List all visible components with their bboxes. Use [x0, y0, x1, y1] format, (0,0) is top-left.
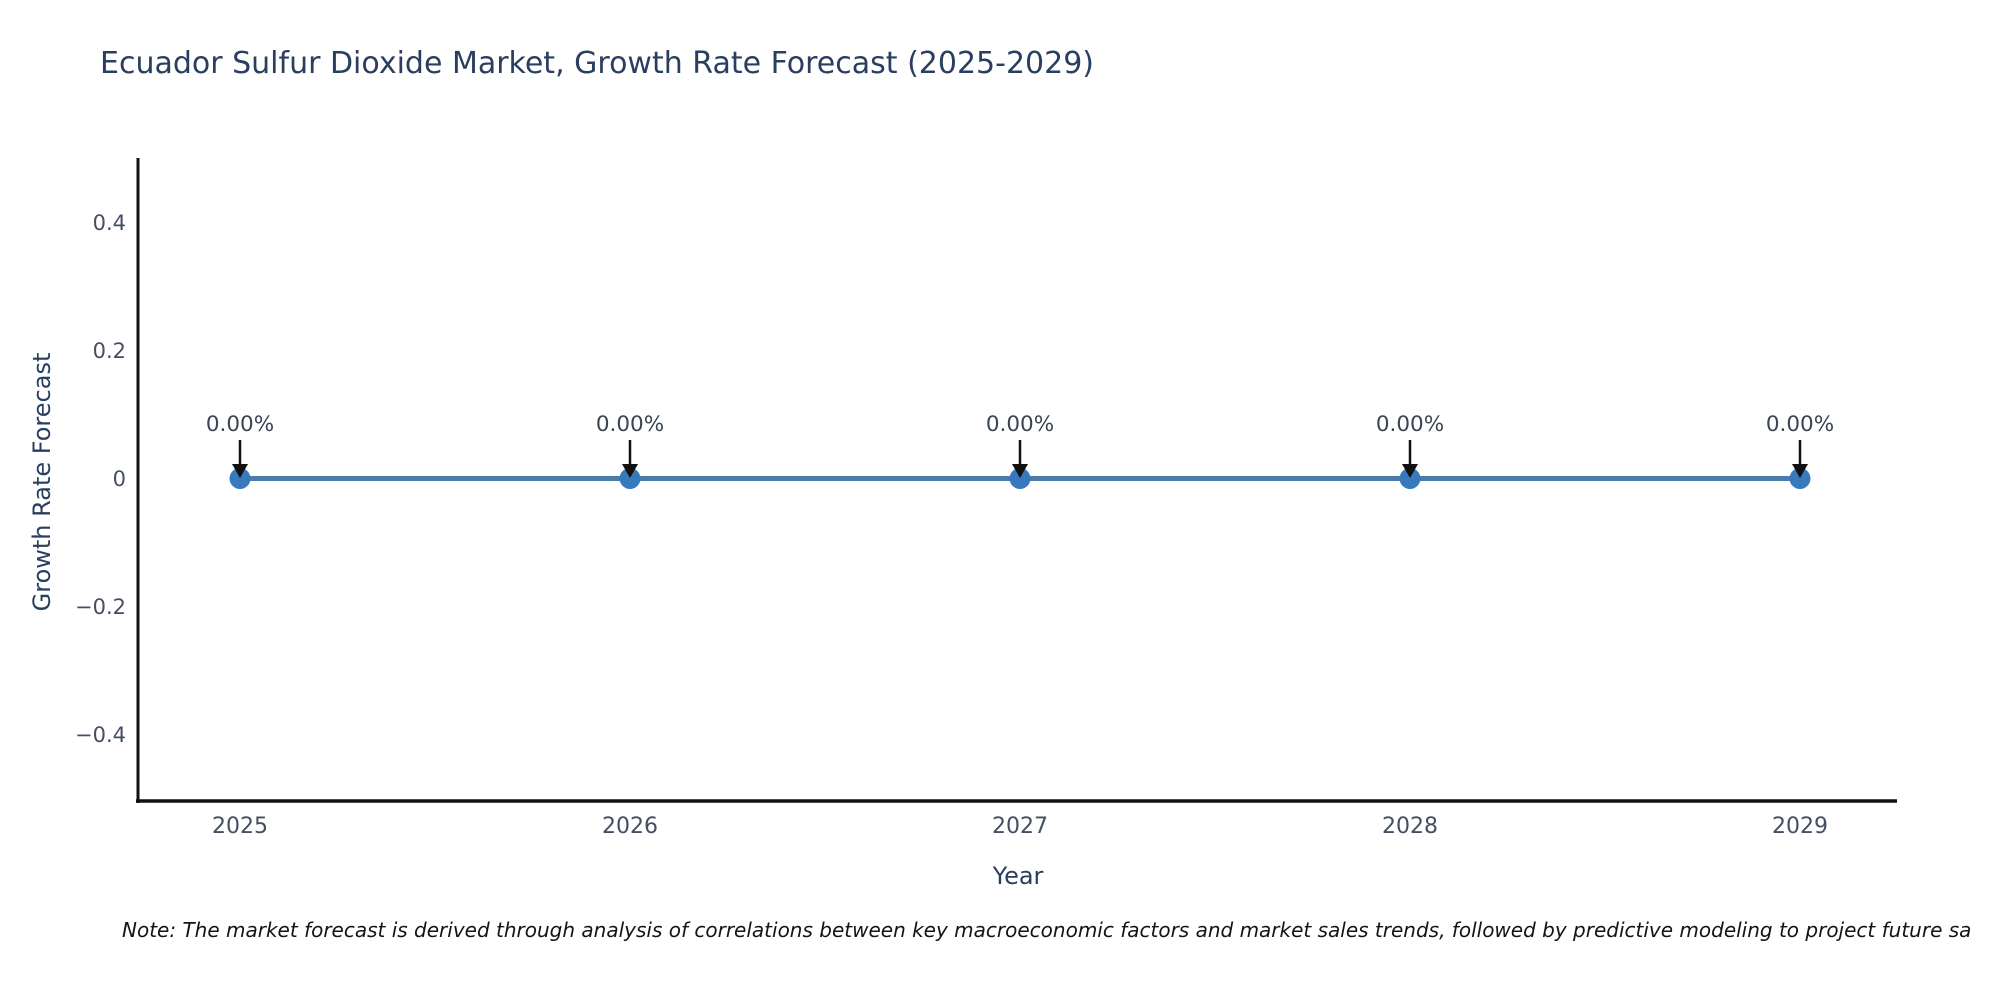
data-point-marker[interactable] — [619, 468, 641, 489]
data-point-marker[interactable] — [229, 468, 251, 489]
y-tick-label: −0.2 — [75, 595, 126, 619]
annotation-arrowhead-icon — [1402, 464, 1418, 478]
data-point-marker[interactable] — [1399, 468, 1421, 489]
data-point-marker[interactable] — [1009, 468, 1031, 489]
data-point-label: 0.00% — [1376, 412, 1444, 437]
chart-title: Ecuador Sulfur Dioxide Market, Growth Ra… — [100, 46, 1094, 81]
data-point-marker[interactable] — [1789, 468, 1811, 489]
methodology-note: Note: The market forecast is derived thr… — [122, 918, 1972, 942]
data-point-label: 0.00% — [1766, 412, 1834, 437]
x-tick-label: 2028 — [1382, 814, 1438, 839]
x-tick-label: 2026 — [602, 814, 658, 839]
data-point-label: 0.00% — [986, 412, 1054, 437]
x-axis-title: Year — [992, 862, 1044, 890]
annotation-arrowhead-icon — [1012, 464, 1028, 478]
x-tick-label: 2027 — [992, 814, 1048, 839]
annotation-arrowhead-icon — [1792, 464, 1808, 478]
y-tick-label: 0.2 — [93, 339, 126, 363]
y-tick-label: −0.4 — [75, 723, 126, 747]
data-point-label: 0.00% — [596, 412, 664, 437]
y-tick-label: 0.4 — [93, 211, 126, 235]
annotation-arrowhead-icon — [232, 464, 248, 478]
annotation-arrowhead-icon — [622, 464, 638, 478]
x-tick-label: 2029 — [1772, 814, 1828, 839]
x-tick-label: 2025 — [212, 814, 268, 839]
data-point-label: 0.00% — [206, 412, 274, 437]
y-tick-label: 0 — [113, 467, 126, 491]
